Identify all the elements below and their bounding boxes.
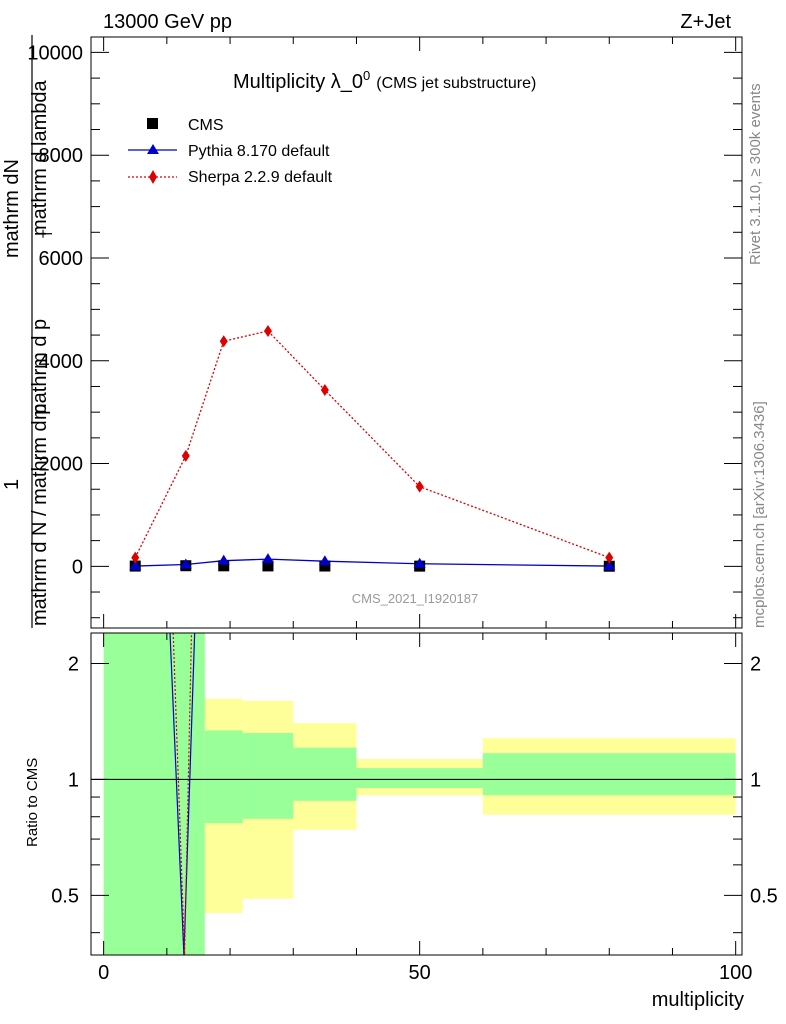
ratio-axes: 0.5 0.5 1 1 2 2 0 50 100 <box>51 633 778 984</box>
chart-title: Multiplicity λ_00 (CMS jet substructure) <box>233 68 536 93</box>
band-green <box>242 732 294 819</box>
ratio-line-0 <box>169 633 196 955</box>
data-point-pythia <box>217 554 230 565</box>
ratio-panel: 0.5 0.5 1 1 2 2 0 50 100 Ratio to CMS multiplici… <box>24 632 778 1011</box>
legend-label-sherpa: Sherpa 2.2.9 default <box>188 169 333 186</box>
ratio-y-label: Ratio to CMS <box>24 758 41 847</box>
data-point-pythia <box>129 560 142 571</box>
y-label-numerator: 1 <box>1 479 23 490</box>
data-point-sherpa <box>131 551 140 564</box>
data-point-sherpa <box>219 335 228 348</box>
ratio-y-tick-label: 1 <box>68 769 79 791</box>
y-tick-label: 0 <box>72 556 83 578</box>
ratio-y-tick-label: 2 <box>68 653 79 675</box>
legend-label-cms: CMS <box>188 117 224 134</box>
y-label-dlambda: mathrm d lambda <box>29 80 51 236</box>
x-tick-label: 50 <box>409 962 431 984</box>
band-green <box>356 768 483 788</box>
ratio-y-tick-label-right: 0.5 <box>750 885 778 907</box>
header-left: 13000 GeV pp <box>103 11 232 33</box>
band-green <box>103 633 205 955</box>
legend-marker-sherpa <box>149 170 157 184</box>
main-series-lines <box>134 330 610 567</box>
ratio-frame <box>90 632 743 956</box>
ratio-y-tick-label: 0.5 <box>51 885 79 907</box>
y-tick-label: 10000 <box>27 42 83 64</box>
band-green <box>482 753 736 796</box>
data-point-sherpa <box>263 324 272 337</box>
y-tick-label: 2000 <box>39 454 84 476</box>
legend-label-pythia: Pythia 8.170 default <box>188 143 330 160</box>
data-point-pythia <box>603 560 616 571</box>
data-point-pythia <box>318 555 331 566</box>
data-point-pythia <box>413 557 426 568</box>
y-label-sub-t: T <box>39 229 55 238</box>
rivet-label: Rivet 3.1.10, ≥ 300k events <box>747 83 764 265</box>
x-axis-label: multiplicity <box>652 989 744 1011</box>
ratio-line-1 <box>172 633 193 955</box>
y-tick-label: 6000 <box>39 248 84 270</box>
analysis-watermark: CMS_2021_I1920187 <box>352 591 479 606</box>
main-y-label: 1 mathrm d N / mathrm d p mathrm dN math… <box>1 35 55 628</box>
band-green <box>204 730 243 824</box>
data-point-sherpa <box>605 551 614 564</box>
data-point-cms <box>262 560 274 572</box>
y-label-dpt: mathrm d p <box>29 319 51 420</box>
data-point-cms <box>319 560 331 572</box>
data-point-sherpa <box>320 384 329 397</box>
data-point-sherpa <box>415 480 424 493</box>
y-tick-label: 8000 <box>39 145 84 167</box>
ratio-y-tick-label-right: 2 <box>750 653 761 675</box>
header-right: Z+Jet <box>680 11 731 33</box>
ratio-series-lines <box>91 633 742 955</box>
main-panel: 0 2000 4000 6000 8000 10000 Multiplicity λ_00… <box>1 35 743 629</box>
mcplots-label: mcplots.cern.ch [arXiv:1306.3436] <box>751 401 768 628</box>
x-tick-label: 0 <box>98 962 109 984</box>
data-point-sherpa <box>181 449 190 462</box>
main-frame <box>90 36 743 629</box>
legend: CMS Pythia 8.170 default Sherpa 2.2.9 de… <box>128 117 333 186</box>
legend-marker-pythia <box>147 144 159 154</box>
ratio-bands <box>103 633 736 955</box>
ratio-y-tick-label-right: 1 <box>750 769 761 791</box>
data-point-pythia <box>261 553 274 564</box>
legend-marker-cms <box>147 118 158 129</box>
main-y-axis: 0 2000 4000 6000 8000 10000 <box>27 37 742 628</box>
series-line-1 <box>135 558 610 567</box>
series-line-2 <box>134 330 610 559</box>
y-label-dn: mathrm dN <box>1 159 23 258</box>
data-point-pythia <box>179 558 192 569</box>
y-label-denominator: mathrm d N / mathrm d p <box>29 404 51 626</box>
band-green <box>293 747 357 801</box>
y-tick-label: 4000 <box>39 351 84 373</box>
main-series-markers <box>129 324 616 572</box>
data-point-cms <box>218 560 230 572</box>
x-tick-label: 100 <box>719 962 752 984</box>
